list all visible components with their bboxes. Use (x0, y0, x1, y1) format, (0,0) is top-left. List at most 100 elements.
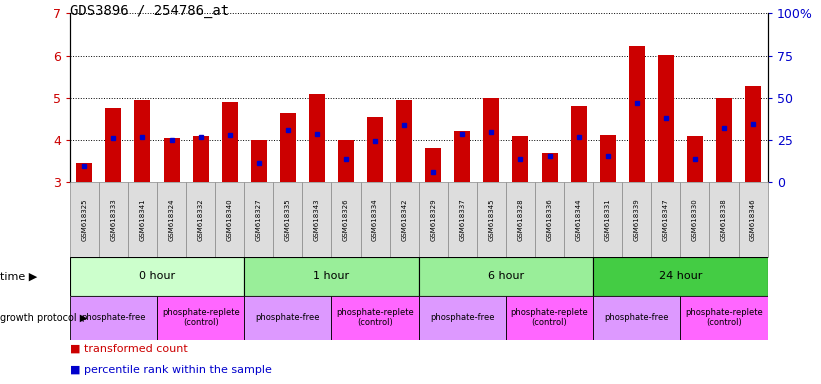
Bar (273, 182, 302, 257)
Text: GSM618344: GSM618344 (576, 199, 581, 241)
Bar (454, 131, 470, 182)
Text: GSM618339: GSM618339 (634, 199, 640, 241)
Bar (681, 182, 709, 257)
Bar (419, 182, 447, 257)
Bar (629, 46, 644, 182)
Bar (70, 257, 245, 296)
Text: GSM618330: GSM618330 (692, 199, 698, 241)
Bar (477, 182, 506, 257)
Text: GSM618332: GSM618332 (198, 199, 204, 241)
Text: phosphate-free: phosphate-free (255, 313, 320, 322)
Bar (425, 148, 441, 182)
Text: phosphate-replete
(control): phosphate-replete (control) (162, 308, 240, 328)
Bar (506, 296, 594, 340)
Bar (222, 102, 238, 182)
Bar (512, 136, 529, 182)
Text: phosphate-free: phosphate-free (81, 313, 145, 322)
Bar (397, 100, 412, 182)
Text: growth protocol ▶: growth protocol ▶ (0, 313, 87, 323)
Bar (245, 296, 332, 340)
Text: phosphate-replete
(control): phosphate-replete (control) (337, 308, 414, 328)
Text: 0 hour: 0 hour (139, 271, 175, 281)
Bar (419, 257, 594, 296)
Bar (186, 182, 215, 257)
Bar (564, 182, 594, 257)
Bar (594, 296, 681, 340)
Bar (535, 182, 564, 257)
Bar (594, 182, 622, 257)
Bar (215, 182, 245, 257)
Bar (332, 296, 419, 340)
Text: GSM618333: GSM618333 (110, 199, 117, 241)
Bar (367, 117, 383, 182)
Bar (658, 55, 674, 182)
Bar (687, 136, 703, 182)
Text: GSM618336: GSM618336 (547, 199, 553, 241)
Bar (193, 136, 209, 182)
Bar (745, 86, 761, 182)
Text: phosphate-free: phosphate-free (604, 313, 669, 322)
Text: phosphate-replete
(control): phosphate-replete (control) (511, 308, 589, 328)
Text: ■ transformed count: ■ transformed count (70, 344, 187, 354)
Bar (716, 98, 732, 182)
Text: GSM618326: GSM618326 (343, 199, 349, 241)
Bar (163, 138, 180, 182)
Bar (245, 257, 419, 296)
Text: GSM618340: GSM618340 (227, 199, 232, 241)
Text: time ▶: time ▶ (0, 271, 37, 281)
Bar (332, 182, 360, 257)
Text: phosphate-free: phosphate-free (430, 313, 494, 322)
Text: GSM618334: GSM618334 (372, 199, 378, 241)
Bar (135, 100, 150, 182)
Bar (739, 182, 768, 257)
Text: 1 hour: 1 hour (314, 271, 350, 281)
Text: 24 hour: 24 hour (658, 271, 702, 281)
Bar (105, 108, 122, 182)
Bar (447, 182, 477, 257)
Text: GSM618342: GSM618342 (401, 199, 407, 241)
Bar (599, 135, 616, 182)
Text: GSM618335: GSM618335 (285, 199, 291, 241)
Bar (157, 182, 186, 257)
Bar (309, 94, 325, 182)
Text: GSM618327: GSM618327 (256, 199, 262, 241)
Text: GSM618325: GSM618325 (81, 199, 87, 241)
Text: ■ percentile rank within the sample: ■ percentile rank within the sample (70, 365, 272, 375)
Bar (594, 257, 768, 296)
Bar (651, 182, 681, 257)
Bar (360, 182, 390, 257)
Bar (542, 153, 557, 182)
Text: GSM618329: GSM618329 (430, 199, 436, 241)
Bar (70, 182, 99, 257)
Text: GSM618346: GSM618346 (750, 199, 756, 241)
Text: GSM618331: GSM618331 (605, 199, 611, 241)
Text: GSM618347: GSM618347 (663, 199, 669, 241)
Text: GSM618343: GSM618343 (314, 199, 320, 241)
Text: GDS3896 / 254786_at: GDS3896 / 254786_at (70, 4, 229, 18)
Bar (571, 106, 587, 182)
Bar (622, 182, 651, 257)
Bar (70, 296, 157, 340)
Bar (338, 140, 354, 182)
Text: phosphate-replete
(control): phosphate-replete (control) (686, 308, 763, 328)
Text: GSM618338: GSM618338 (721, 199, 727, 241)
Bar (506, 182, 535, 257)
Bar (484, 98, 499, 182)
Bar (302, 182, 332, 257)
Text: GSM618328: GSM618328 (517, 199, 524, 241)
Text: GSM618337: GSM618337 (459, 199, 466, 241)
Bar (99, 182, 128, 257)
Bar (390, 182, 419, 257)
Text: GSM618324: GSM618324 (168, 199, 175, 241)
Text: GSM618341: GSM618341 (140, 199, 145, 241)
Text: 6 hour: 6 hour (488, 271, 524, 281)
Bar (76, 164, 92, 182)
Bar (157, 296, 245, 340)
Bar (419, 296, 506, 340)
Bar (709, 182, 739, 257)
Bar (280, 113, 296, 182)
Bar (250, 140, 267, 182)
Bar (245, 182, 273, 257)
Bar (681, 296, 768, 340)
Text: GSM618345: GSM618345 (488, 199, 494, 241)
